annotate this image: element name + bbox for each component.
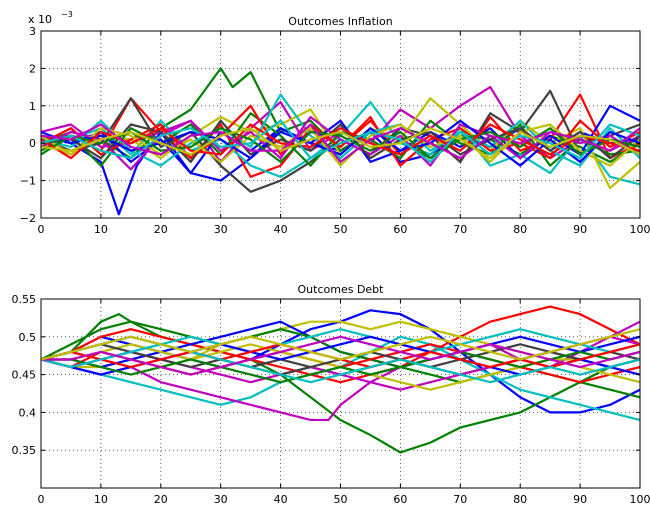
chart1-xtick-label-1: 10 — [94, 223, 108, 236]
chart2-xtick-label-3: 30 — [214, 493, 228, 506]
chart2-ytick-label-0: 0.35 — [12, 444, 37, 457]
chart1-series-18 — [40, 119, 641, 163]
chart1-exponent-label: x 10 — [28, 13, 52, 26]
chart2-series-2 — [40, 313, 641, 454]
chart1-ytick-label-5: 3 — [29, 25, 36, 38]
chart2-xtick-label-4: 40 — [274, 493, 288, 506]
chart2-xtick-label-2: 20 — [154, 493, 168, 506]
chart1-ytick-label-4: 2 — [29, 62, 36, 75]
chart2-xtick-label-9: 90 — [573, 493, 587, 506]
chart1-xtick-label-9: 90 — [573, 223, 587, 236]
chart2-title: Outcomes Debt — [298, 283, 385, 296]
chart2-series-18 — [40, 343, 641, 384]
chart2-xtick-label-8: 80 — [513, 493, 527, 506]
chart2-series-19 — [41, 335, 641, 376]
chart2-xtick-label-7: 70 — [453, 493, 467, 506]
chart1-series-20 — [40, 127, 641, 160]
chart2-xtick-label-5: 50 — [334, 493, 348, 506]
chart1-series-10 — [40, 104, 641, 167]
chart1-series-15 — [40, 119, 641, 167]
chart1-xtick-label-5: 50 — [334, 223, 348, 236]
chart1-ytick-label-3: 1 — [29, 100, 36, 113]
chart1-series-17 — [40, 123, 641, 160]
chart1-ytick-label-2: 0 — [29, 137, 36, 150]
chart2-xtick-label-0: 0 — [38, 493, 45, 506]
chart2-xtick-label-6: 60 — [393, 493, 407, 506]
chart1-series-14 — [40, 119, 641, 163]
chart1-series-13 — [40, 123, 641, 167]
chart1-exponent-power: −3 — [61, 10, 73, 19]
chart2-ytick-label-3: 0.5 — [19, 331, 37, 344]
chart2-ytick-label-1: 0.4 — [19, 406, 37, 419]
chart1-xtick-label-4: 40 — [274, 223, 288, 236]
chart2-xtick-label-1: 10 — [94, 493, 108, 506]
chart1-xtick-label-10: 100 — [630, 223, 650, 236]
chart1-xtick-label-2: 20 — [154, 223, 168, 236]
chart1-xtick-label-0: 0 — [38, 223, 45, 236]
chart2-series-16 — [41, 350, 641, 384]
chart1-xtick-label-3: 30 — [214, 223, 228, 236]
chart1-xtick-label-7: 70 — [453, 223, 467, 236]
chart1-ytick-label-0: −2 — [20, 212, 36, 225]
chart1-xtick-label-6: 60 — [393, 223, 407, 236]
chart1-series-19 — [40, 123, 641, 163]
chart1-title: Outcomes Inflation — [288, 15, 392, 28]
chart2-ytick-label-4: 0.55 — [12, 293, 37, 306]
chart2-plot-area — [41, 299, 640, 488]
chart2-series-3 — [40, 305, 641, 384]
chart2-series-20 — [40, 328, 641, 361]
chart2-ytick-label-2: 0.45 — [12, 369, 37, 382]
chart1-ytick-label-1: −1 — [20, 175, 36, 188]
chart2-xtick-label-10: 100 — [630, 493, 650, 506]
chart1-xtick-label-8: 80 — [513, 223, 527, 236]
